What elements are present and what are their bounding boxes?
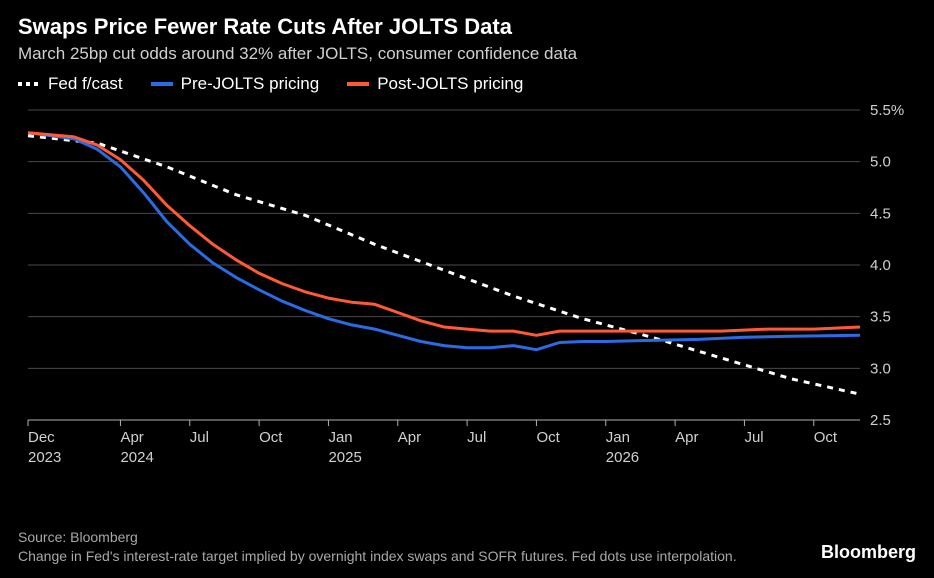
x-tick-label: Jan <box>606 429 630 446</box>
y-tick-label: 5.0 <box>870 154 891 171</box>
x-tick-year: 2026 <box>606 449 639 466</box>
x-tick-label: Apr <box>120 429 143 446</box>
y-tick-label: 3.5 <box>870 309 891 326</box>
chart-footer: Source: Bloomberg Change in Fed's intere… <box>18 528 916 566</box>
legend-label: Pre-JOLTS pricing <box>181 74 320 94</box>
x-tick-year: 2024 <box>120 449 153 466</box>
x-tick-label: Jan <box>328 429 352 446</box>
footer-note: Change in Fed's interest-rate target imp… <box>18 547 738 566</box>
y-tick-label: 2.5 <box>870 412 891 429</box>
x-tick-label: Apr <box>675 429 698 446</box>
legend-swatch <box>151 82 173 86</box>
series-post-jolts <box>28 133 860 336</box>
x-tick-label: Jul <box>467 429 486 446</box>
x-tick-label: Oct <box>259 429 283 446</box>
legend-item: Fed f/cast <box>18 74 123 94</box>
legend-label: Post-JOLTS pricing <box>377 74 523 94</box>
legend-item: Pre-JOLTS pricing <box>151 74 320 94</box>
x-tick-label: Dec <box>28 429 55 446</box>
x-tick-label: Jul <box>744 429 763 446</box>
legend-swatch <box>18 82 40 86</box>
x-tick-label: Apr <box>398 429 421 446</box>
legend: Fed f/cast Pre-JOLTS pricing Post-JOLTS pr… <box>18 74 916 94</box>
y-tick-label: 3.0 <box>870 360 891 377</box>
y-tick-label: 4.0 <box>870 257 891 274</box>
brand-logo: Bloomberg <box>821 540 916 564</box>
y-tick-label: 5.5% <box>870 102 904 119</box>
x-tick-year: 2023 <box>28 449 61 466</box>
x-tick-label: Jul <box>190 429 209 446</box>
chart-title: Swaps Price Fewer Rate Cuts After JOLTS … <box>18 14 916 40</box>
source-text: Source: Bloomberg <box>18 528 916 547</box>
x-tick-label: Oct <box>536 429 560 446</box>
line-chart: 5.5% 5.0 4.5 4.0 3.5 3.0 2.5 Dec 2023 Apr 2024 Jul O… <box>18 102 916 472</box>
y-tick-label: 4.5 <box>870 205 891 222</box>
legend-swatch <box>347 82 369 86</box>
chart-subtitle: March 25bp cut odds around 32% after JOL… <box>18 44 916 64</box>
x-tick-year: 2025 <box>328 449 361 466</box>
legend-item: Post-JOLTS pricing <box>347 74 523 94</box>
x-tick-label: Oct <box>814 429 838 446</box>
chart-area: 5.5% 5.0 4.5 4.0 3.5 3.0 2.5 Dec 2023 Apr 2024 Jul O… <box>18 102 916 522</box>
legend-label: Fed f/cast <box>48 74 123 94</box>
